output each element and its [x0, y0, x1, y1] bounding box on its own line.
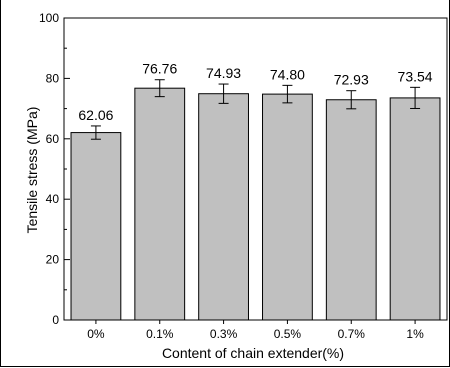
x-tick-label: 1% [406, 327, 424, 341]
data-label: 76.76 [142, 61, 177, 77]
data-label: 72.93 [334, 72, 369, 88]
bar [70, 132, 122, 321]
x-axis-title: Content of chain extender(%) [162, 345, 344, 361]
bar [389, 97, 441, 321]
x-tick-label: 0.7% [338, 327, 366, 341]
y-tick-label: 80 [46, 71, 60, 85]
y-tick-label: 100 [39, 11, 59, 25]
y-axis-title: Tensile stress (MPa) [24, 107, 40, 234]
y-tick-label: 0 [52, 313, 59, 327]
data-label: 74.93 [206, 65, 241, 81]
bar [325, 99, 377, 321]
bar [134, 87, 186, 321]
x-tick-label: 0% [87, 327, 105, 341]
data-label: 73.54 [398, 68, 433, 84]
x-tick-label: 0.5% [274, 327, 302, 341]
bar [198, 93, 249, 321]
x-tick-label: 0.3% [210, 327, 238, 341]
plot-frame [63, 17, 448, 321]
bar [262, 93, 313, 321]
y-tick-label: 60 [46, 132, 60, 146]
y-tick-label: 20 [46, 253, 60, 267]
y-tick-label: 40 [46, 192, 60, 206]
data-label: 74.80 [270, 66, 305, 82]
x-tick-label: 0.1% [146, 327, 174, 341]
data-label: 62.06 [78, 107, 113, 123]
